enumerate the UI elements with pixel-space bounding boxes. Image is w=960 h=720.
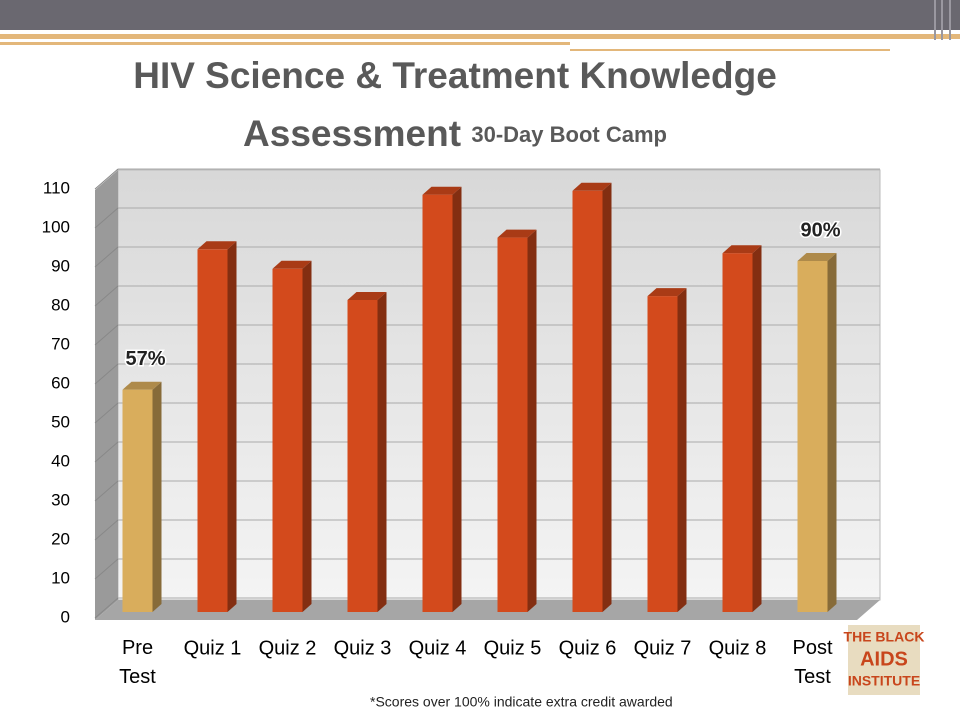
title-line-2: Assessment 30-Day Boot Camp (243, 113, 667, 154)
header-stripe (0, 34, 960, 39)
y-tick-label: 80 (51, 295, 70, 314)
bar-side (827, 253, 837, 612)
grid-line (94, 285, 119, 307)
logo-text: INSTITUTE (848, 673, 920, 689)
y-tick-label: 110 (43, 178, 70, 197)
logo: THE BLACK AIDS INSTITUTE (844, 625, 925, 695)
x-tick-label: Quiz 2 (259, 637, 317, 659)
bar-side (302, 260, 312, 612)
bar-side (227, 241, 237, 613)
grid-line (94, 480, 119, 502)
grid-line (94, 363, 119, 385)
bar (797, 253, 837, 612)
bar-front (572, 190, 603, 613)
y-tick-label: 100 (42, 217, 70, 236)
bar-side (752, 245, 762, 612)
bar-front (722, 253, 753, 612)
y-tick-label: 30 (51, 490, 70, 509)
grid-line (94, 246, 119, 268)
y-tick-label: 50 (51, 412, 70, 431)
bar-side (377, 292, 387, 612)
bar-side (602, 182, 612, 613)
bar (197, 241, 237, 613)
bar-side (152, 381, 162, 612)
x-tick-label: Quiz 6 (559, 637, 617, 659)
bar (347, 292, 387, 612)
data-label: 57% (125, 348, 165, 370)
header-lines (934, 0, 951, 40)
logo-text: AIDS (860, 648, 908, 670)
bar-front (422, 194, 453, 612)
y-tick-label: 90 (51, 256, 70, 275)
x-tick-label: Pre Test (119, 637, 156, 688)
grid-line (94, 168, 119, 190)
bar-top (647, 288, 687, 297)
x-tick-label: Quiz 8 (709, 637, 767, 659)
bar-front (122, 389, 153, 612)
grid-line (94, 207, 119, 229)
grid-line (94, 441, 119, 463)
logo-box (848, 625, 920, 695)
side-wall (95, 170, 118, 620)
y-tick-label: 10 (51, 568, 70, 587)
y-tick-label: 0 (61, 607, 70, 626)
bar-front (347, 300, 378, 612)
bar-front (272, 268, 303, 612)
bar-top (347, 292, 387, 300)
grid-line (94, 402, 119, 424)
bar-top (197, 241, 237, 250)
chart-subtitle: 30-Day Boot Camp (471, 122, 667, 147)
bar (572, 182, 612, 613)
bar-top (122, 381, 162, 390)
x-tick-label: Quiz 3 (334, 637, 392, 659)
x-tick-label: Quiz 1 (184, 637, 242, 659)
bar (722, 245, 762, 612)
bar (497, 229, 537, 612)
x-tick-label: Quiz 4 (409, 637, 467, 659)
bar-top (797, 253, 837, 261)
bar (122, 381, 162, 612)
bar-side (677, 288, 687, 612)
grid-line (94, 519, 119, 541)
bar-side (452, 186, 462, 612)
logo-text: THE BLACK (844, 629, 925, 645)
data-label: 90% (800, 219, 840, 241)
bar (422, 186, 462, 612)
bar-front (197, 249, 228, 613)
bar-front (647, 296, 678, 612)
bar (272, 260, 312, 612)
header-stripe (0, 42, 570, 45)
grid-line (94, 597, 119, 619)
y-tick-label: 20 (51, 529, 70, 548)
y-tick-label: 60 (51, 373, 70, 392)
footnote: *Scores over 100% indicate extra credit … (370, 694, 673, 710)
y-tick-label: 70 (51, 334, 70, 353)
bar-top (272, 260, 312, 269)
grid-line (94, 324, 119, 346)
grid-line (94, 558, 119, 580)
x-tick-label: Post Test (792, 637, 832, 688)
header-stripe (570, 49, 890, 51)
bar (647, 288, 687, 612)
bar-top (497, 229, 537, 238)
x-tick-label: Quiz 7 (634, 637, 692, 659)
y-tick-label: 40 (51, 451, 70, 470)
bar-top (422, 186, 462, 195)
header-bar (0, 0, 960, 30)
bar-front (497, 237, 528, 612)
bar-top (572, 182, 612, 191)
chart-title: HIV Science & Treatment Knowledge (133, 55, 777, 96)
bar-side (527, 229, 537, 612)
bar-front (797, 261, 828, 612)
bar-top (722, 245, 762, 254)
x-tick-label: Quiz 5 (484, 637, 542, 659)
